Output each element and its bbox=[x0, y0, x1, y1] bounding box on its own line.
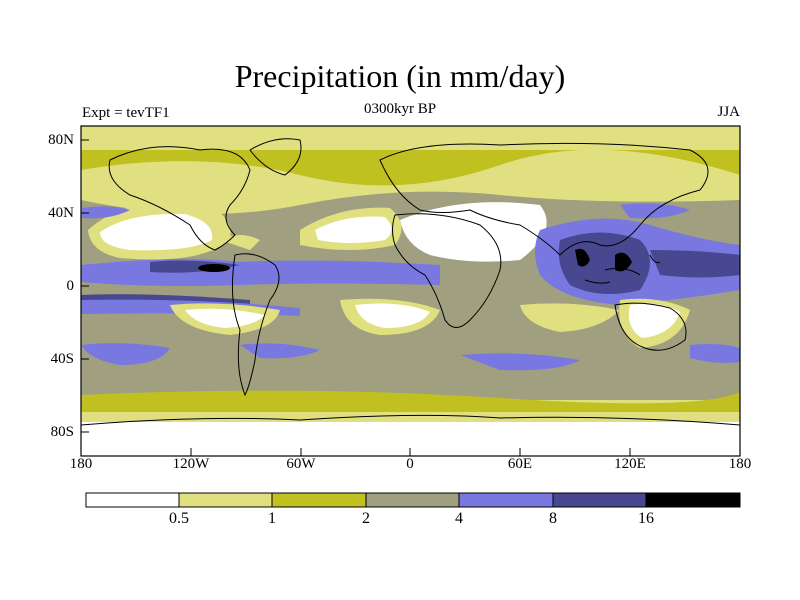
precip-max-pacific bbox=[198, 264, 230, 272]
colorbar-swatch-0 bbox=[85, 492, 180, 508]
colorbar-label: 2 bbox=[362, 510, 370, 527]
colorbar-label: 8 bbox=[549, 510, 557, 527]
y-tick-label: 80S bbox=[50, 424, 74, 440]
colorbar-swatch-6 bbox=[645, 492, 741, 508]
itcz-band bbox=[81, 259, 440, 286]
colorbar-swatch-4 bbox=[458, 492, 554, 508]
coastlines bbox=[81, 138, 740, 426]
colorbar-swatch-5 bbox=[552, 492, 647, 508]
x-tick-label: 180 bbox=[728, 456, 752, 472]
colorbar-label: 0.5 bbox=[169, 510, 189, 527]
colorbar bbox=[85, 492, 741, 508]
x-tick-label: 120W bbox=[172, 456, 210, 472]
precipitation-field bbox=[81, 126, 740, 456]
season-label: JJA bbox=[717, 104, 740, 120]
chart-title: Precipitation (in mm/day) bbox=[234, 58, 566, 94]
experiment-label: Expt = tevTF1 bbox=[82, 105, 170, 121]
x-tick-label: 60E bbox=[507, 456, 533, 472]
colorbar-label: 1 bbox=[268, 510, 276, 527]
time-label: 0300kyr BP bbox=[363, 101, 437, 117]
colorbar-swatch-1 bbox=[178, 492, 273, 508]
y-tick-label: 40S bbox=[50, 351, 74, 367]
x-tick-label: 0 bbox=[406, 456, 414, 472]
colorbar-label: 4 bbox=[455, 510, 463, 527]
axis-ticks bbox=[80, 139, 741, 456]
y-tick-label: 40N bbox=[48, 205, 74, 221]
colorbar-swatch-3 bbox=[365, 492, 460, 508]
y-tick-label: 80N bbox=[48, 132, 74, 148]
x-tick-label: 60W bbox=[286, 456, 316, 472]
colorbar-label: 16 bbox=[638, 510, 654, 527]
x-tick-label: 120E bbox=[614, 456, 646, 472]
colorbar-swatch-2 bbox=[271, 492, 367, 508]
x-tick-label: 180 bbox=[69, 456, 93, 472]
y-tick-label: 0 bbox=[66, 278, 75, 294]
